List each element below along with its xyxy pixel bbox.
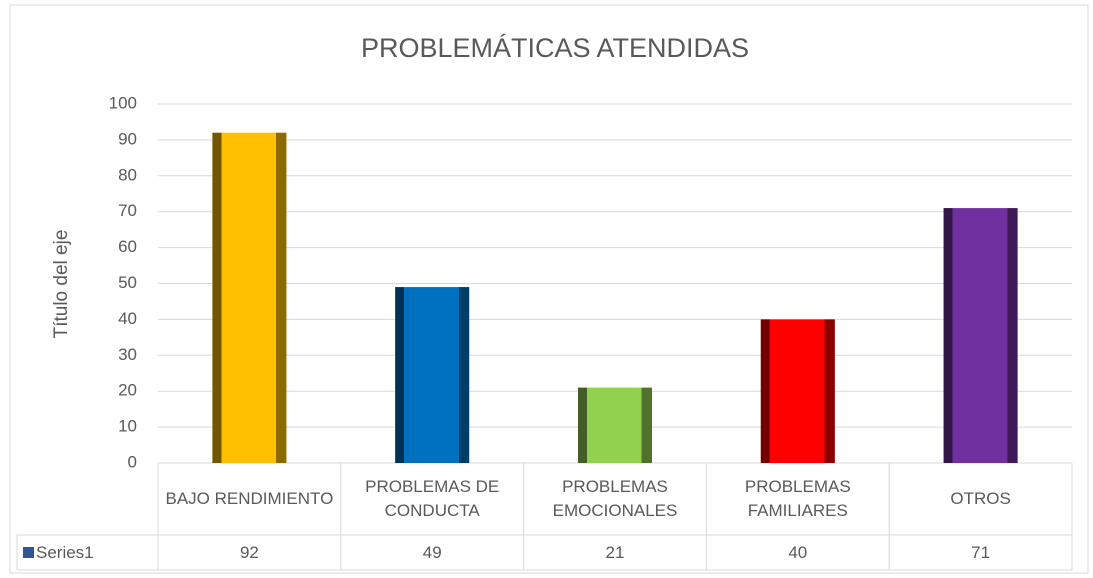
table-value: 71: [971, 542, 991, 562]
y-tick-label: 30: [118, 345, 137, 364]
legend-label: Series1: [36, 542, 94, 562]
y-axis-label: Título del eje: [51, 230, 72, 339]
y-tick-label: 80: [118, 165, 137, 184]
x-tick-label: OTROS: [950, 489, 1011, 508]
y-tick-label: 40: [118, 309, 137, 328]
y-tick-label: 20: [118, 381, 137, 400]
table-value: 49: [422, 542, 442, 562]
table-value: 40: [788, 542, 808, 562]
x-tick-label: PROBLEMAS EMOCIONALES: [552, 477, 678, 520]
y-tick-label: 70: [118, 201, 137, 220]
table-value: 92: [239, 542, 259, 562]
chart-frame: [9, 4, 1089, 574]
bar: [943, 208, 1018, 463]
y-tick-label: 100: [109, 93, 137, 112]
bar: [212, 132, 287, 463]
y-tick-label: 0: [128, 452, 137, 471]
y-tick-label: 60: [118, 237, 137, 256]
table-value: 21: [605, 542, 625, 562]
y-tick-label: 90: [118, 129, 137, 148]
x-tick-label: BAJO RENDIMIENTO: [165, 489, 334, 508]
y-tick-label: 50: [118, 273, 137, 292]
chart-title: PROBLEMÁTICAS ATENDIDAS: [361, 33, 749, 63]
x-tick-label: PROBLEMAS DE CONDUCTA: [365, 477, 500, 520]
y-tick-label: 10: [118, 417, 137, 436]
bar: [395, 287, 470, 463]
bar: [760, 319, 835, 463]
x-tick-label: PROBLEMAS FAMILIARES: [744, 477, 851, 520]
bar: [578, 387, 652, 463]
legend-swatch: [23, 547, 34, 558]
